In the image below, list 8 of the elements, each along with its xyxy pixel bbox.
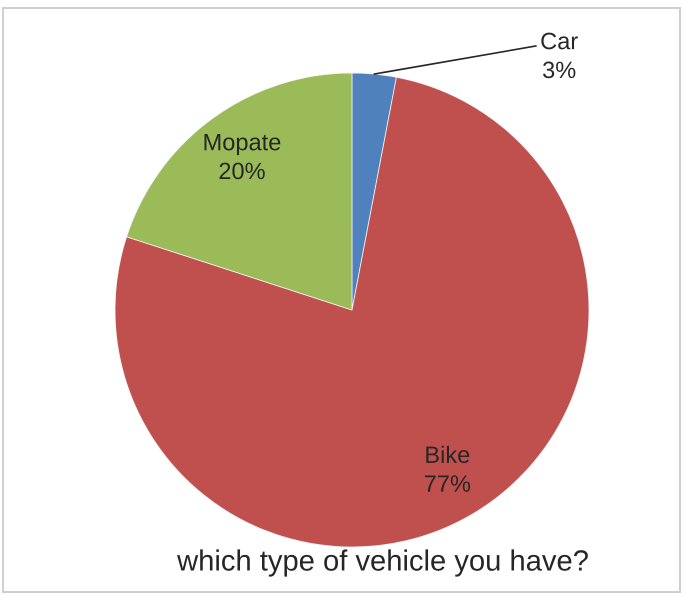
slice-label: Mopate bbox=[204, 134, 280, 156]
data-label: 77% bbox=[424, 475, 470, 492]
data-label: 3% bbox=[543, 62, 576, 78]
data-label: 20% bbox=[220, 162, 265, 180]
slice-label: Car bbox=[541, 32, 578, 50]
text: which type of vehicle you have? bbox=[177, 549, 588, 577]
slice-label: Bike bbox=[426, 446, 470, 464]
pie-slice bbox=[114, 76, 590, 548]
